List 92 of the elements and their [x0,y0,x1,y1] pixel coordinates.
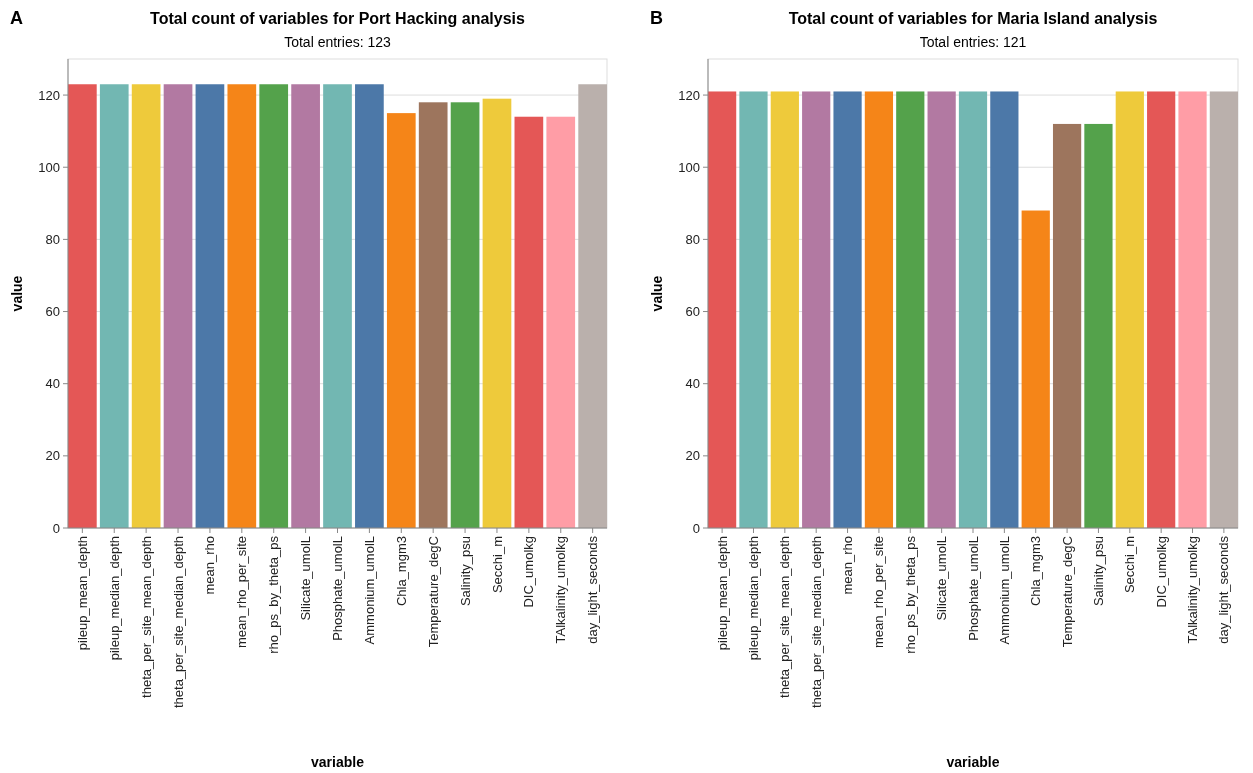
bar [708,91,737,528]
x-tick-label: pileup_mean_depth [74,536,90,651]
x-tick-label: pileup_median_depth [746,536,762,661]
bar [1209,91,1238,528]
bar [770,91,799,528]
x-tick-label: Temperature_degC [1059,536,1075,648]
bar [546,116,576,528]
y-tick-label: 0 [692,520,700,536]
x-tick-label: rho_ps_by_theta_ps [902,535,918,654]
y-tick-label: 0 [52,520,60,536]
x-tick-label: TAlkalinity_umolkg [553,536,569,644]
y-axis-title: value [9,275,25,312]
bar [291,84,320,528]
chart-subtitle: Total entries: 123 [284,34,392,50]
x-tick-label: Temperature_degC [425,536,441,648]
bar [482,98,512,528]
x-tick-label: Salinity_psu [457,536,473,607]
bar [958,91,988,528]
x-tick-label: rho_ps_by_theta_ps [266,535,282,654]
bar [927,91,956,528]
x-tick-label: TAlkalinity_umolkg [1185,536,1201,644]
x-tick-label: mean_rho_per_site [871,536,887,649]
bar [1178,91,1207,528]
y-tick-label: 120 [678,87,700,103]
bar [163,84,193,528]
bar [1115,91,1144,528]
bar [1052,123,1082,528]
x-tick-label: day_light_seconds [585,535,601,644]
x-tick-label: Chla_mgm3 [393,536,409,607]
chart-title: Total count of variables for Port Hacking analysis [150,10,526,27]
x-tick-label: theta_per_site_median_depth [808,536,824,709]
y-tick-label: 100 [678,159,700,175]
bar [227,84,257,528]
x-tick-label: Silicate_umolL [298,536,314,621]
bar [990,91,1019,528]
bar [896,91,925,528]
x-tick-label: Salinity_psu [1090,536,1106,607]
x-tick-label: day_light_seconds [1216,535,1232,644]
y-tick-label: 60 [685,304,700,320]
bar [355,84,384,528]
y-tick-label: 80 [45,231,60,247]
y-tick-label: 40 [45,376,60,392]
bar [578,84,607,528]
x-tick-label: Phosphate_umolL [330,536,346,641]
bar [802,91,831,528]
x-axis-title: variable [946,754,1000,770]
y-tick-label: 40 [685,376,700,392]
bar [1084,123,1113,528]
text: B [650,8,663,28]
bar [450,102,480,528]
bar [323,84,352,528]
bar [833,91,862,528]
chart-subtitle: Total entries: 121 [919,34,1027,50]
bar [195,84,225,528]
bar [418,102,448,528]
x-tick-label: mean_rho [202,536,218,595]
x-tick-label: theta_per_site_mean_depth [777,536,793,698]
y-tick-label: 20 [45,448,60,464]
bar [864,91,894,528]
x-tick-label: DIC_umolkg [521,536,537,608]
x-tick-label: Silicate_umolL [934,536,950,621]
x-tick-label: pileup_median_depth [106,536,122,661]
y-axis-title: value [649,275,665,312]
x-tick-label: DIC_umolkg [1153,536,1169,608]
y-tick-label: 120 [38,87,60,103]
y-tick-label: 100 [38,159,60,175]
bar [1147,91,1176,528]
y-tick-label: 60 [45,304,60,320]
bar [259,84,289,528]
bar [99,84,129,528]
x-tick-label: mean_rho_per_site [234,536,250,649]
x-tick-label: Ammonium_umolL [996,536,1012,645]
x-tick-label: theta_per_site_mean_depth [138,536,154,698]
bar [131,84,161,528]
x-tick-label: mean_rho [840,536,856,595]
bar [68,84,97,528]
bar [386,113,416,528]
x-tick-label: theta_per_site_median_depth [170,536,186,709]
x-tick-label: Phosphate_umolL [965,536,981,641]
bar [514,116,544,528]
bar [1021,210,1050,528]
text: A [10,8,23,28]
bar [739,91,768,528]
chart-title: Total count of variables for Maria Island analysis [788,10,1158,27]
x-tick-label: Secchi_m [1122,536,1138,594]
x-tick-label: pileup_mean_depth [714,536,730,651]
y-tick-label: 20 [685,448,700,464]
x-tick-label: Chla_mgm3 [1028,536,1044,607]
x-tick-label: Ammonium_umolL [361,536,377,645]
x-axis-title: variable [311,754,365,770]
y-tick-label: 80 [685,231,700,247]
x-tick-label: Secchi_m [489,536,505,594]
